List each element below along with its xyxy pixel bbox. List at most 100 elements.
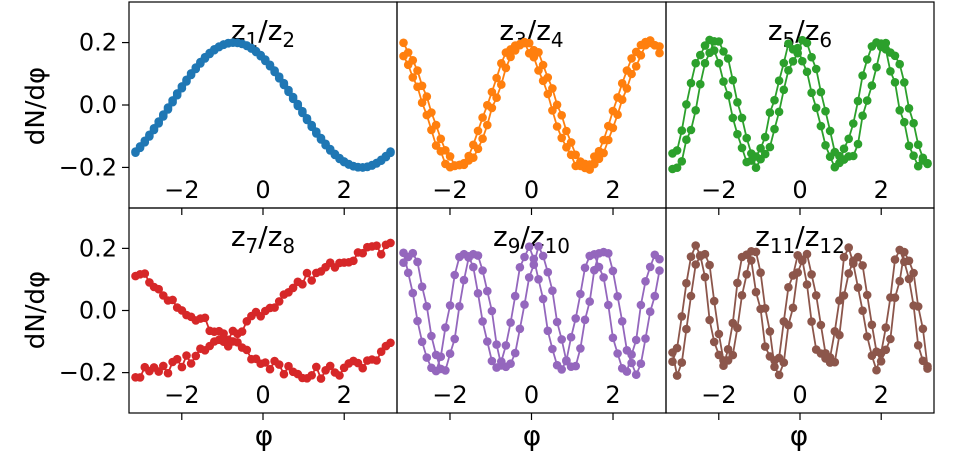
data-point	[417, 282, 427, 292]
data-point	[483, 286, 492, 296]
data-point	[853, 139, 863, 149]
data-point	[719, 361, 728, 371]
data-point	[876, 39, 886, 48]
data-point	[672, 371, 682, 380]
data-point	[200, 313, 210, 323]
data-point	[154, 284, 163, 294]
data-point	[270, 66, 279, 75]
data-point	[770, 124, 779, 134]
data-point	[473, 144, 483, 154]
data-point	[492, 93, 501, 102]
data-point	[450, 270, 460, 280]
data-point	[557, 111, 566, 120]
data-point	[483, 120, 492, 130]
data-point	[913, 140, 923, 149]
data-point	[413, 66, 422, 75]
data-point	[737, 291, 747, 300]
data-point	[469, 262, 478, 272]
data-point	[876, 348, 886, 358]
data-point	[913, 161, 923, 171]
data-point	[293, 99, 303, 109]
title-part: z	[536, 14, 551, 47]
data-point	[571, 361, 580, 371]
data-point	[140, 269, 150, 278]
data-point	[798, 56, 807, 66]
title-part: /	[258, 14, 268, 47]
data-point	[265, 364, 275, 374]
data-point	[862, 332, 872, 341]
data-point	[714, 350, 724, 360]
data-point	[650, 291, 660, 301]
data-point	[765, 142, 775, 152]
data-point	[784, 66, 793, 75]
data-point	[677, 312, 687, 321]
data-point	[274, 72, 284, 81]
data-point	[168, 97, 177, 107]
x-tick-label: 2	[874, 176, 889, 204]
data-point	[534, 242, 543, 251]
data-point	[335, 371, 344, 380]
data-point	[668, 357, 677, 367]
data-point	[641, 334, 650, 343]
data-point	[408, 288, 418, 298]
data-point	[900, 117, 909, 127]
data-point	[691, 241, 700, 250]
data-point	[895, 59, 904, 69]
data-point	[825, 353, 835, 362]
data-point	[524, 38, 534, 48]
data-point	[441, 366, 450, 375]
data-point	[700, 58, 710, 68]
data-point	[548, 84, 557, 93]
data-point	[751, 152, 761, 161]
data-point	[506, 318, 515, 327]
data-point	[909, 151, 918, 160]
data-point	[844, 269, 853, 278]
data-point	[417, 81, 427, 91]
data-point	[867, 81, 877, 90]
data-point	[483, 337, 492, 346]
data-point	[478, 134, 487, 143]
data-point	[858, 111, 867, 120]
data-point	[807, 270, 816, 279]
data-point	[399, 248, 408, 258]
data-point	[839, 252, 849, 262]
data-point	[445, 152, 455, 161]
data-point	[534, 275, 543, 284]
y-tick-label: 0.2	[79, 29, 117, 57]
data-point	[677, 126, 687, 135]
data-point	[576, 344, 585, 353]
data-point	[538, 251, 548, 261]
data-point	[696, 251, 705, 260]
data-point	[751, 247, 761, 257]
data-point	[177, 83, 187, 93]
data-point	[631, 370, 641, 380]
data-point	[617, 95, 627, 104]
data-point	[909, 118, 918, 128]
data-point	[760, 342, 770, 351]
data-point	[534, 48, 543, 57]
data-point	[631, 62, 641, 71]
title-part: z	[768, 14, 783, 47]
data-point	[515, 324, 525, 334]
data-point	[487, 306, 497, 316]
data-point	[316, 374, 326, 383]
data-point	[585, 297, 594, 306]
data-point	[900, 257, 909, 267]
y-tick-label: −0.2	[59, 359, 117, 387]
data-point	[733, 278, 742, 288]
data-point	[849, 151, 858, 161]
data-point	[895, 106, 904, 115]
data-point	[765, 327, 775, 336]
data-point	[677, 358, 687, 367]
data-point	[751, 163, 761, 172]
x-tick-label: 2	[874, 381, 889, 409]
data-point	[386, 238, 395, 248]
data-point	[784, 283, 793, 292]
data-point	[473, 289, 483, 298]
data-point	[594, 154, 604, 164]
x-tick-label: 0	[792, 381, 807, 409]
data-point	[691, 260, 700, 269]
x-tick-label: 0	[255, 381, 270, 409]
data-point	[441, 323, 450, 332]
data-point	[580, 315, 590, 325]
